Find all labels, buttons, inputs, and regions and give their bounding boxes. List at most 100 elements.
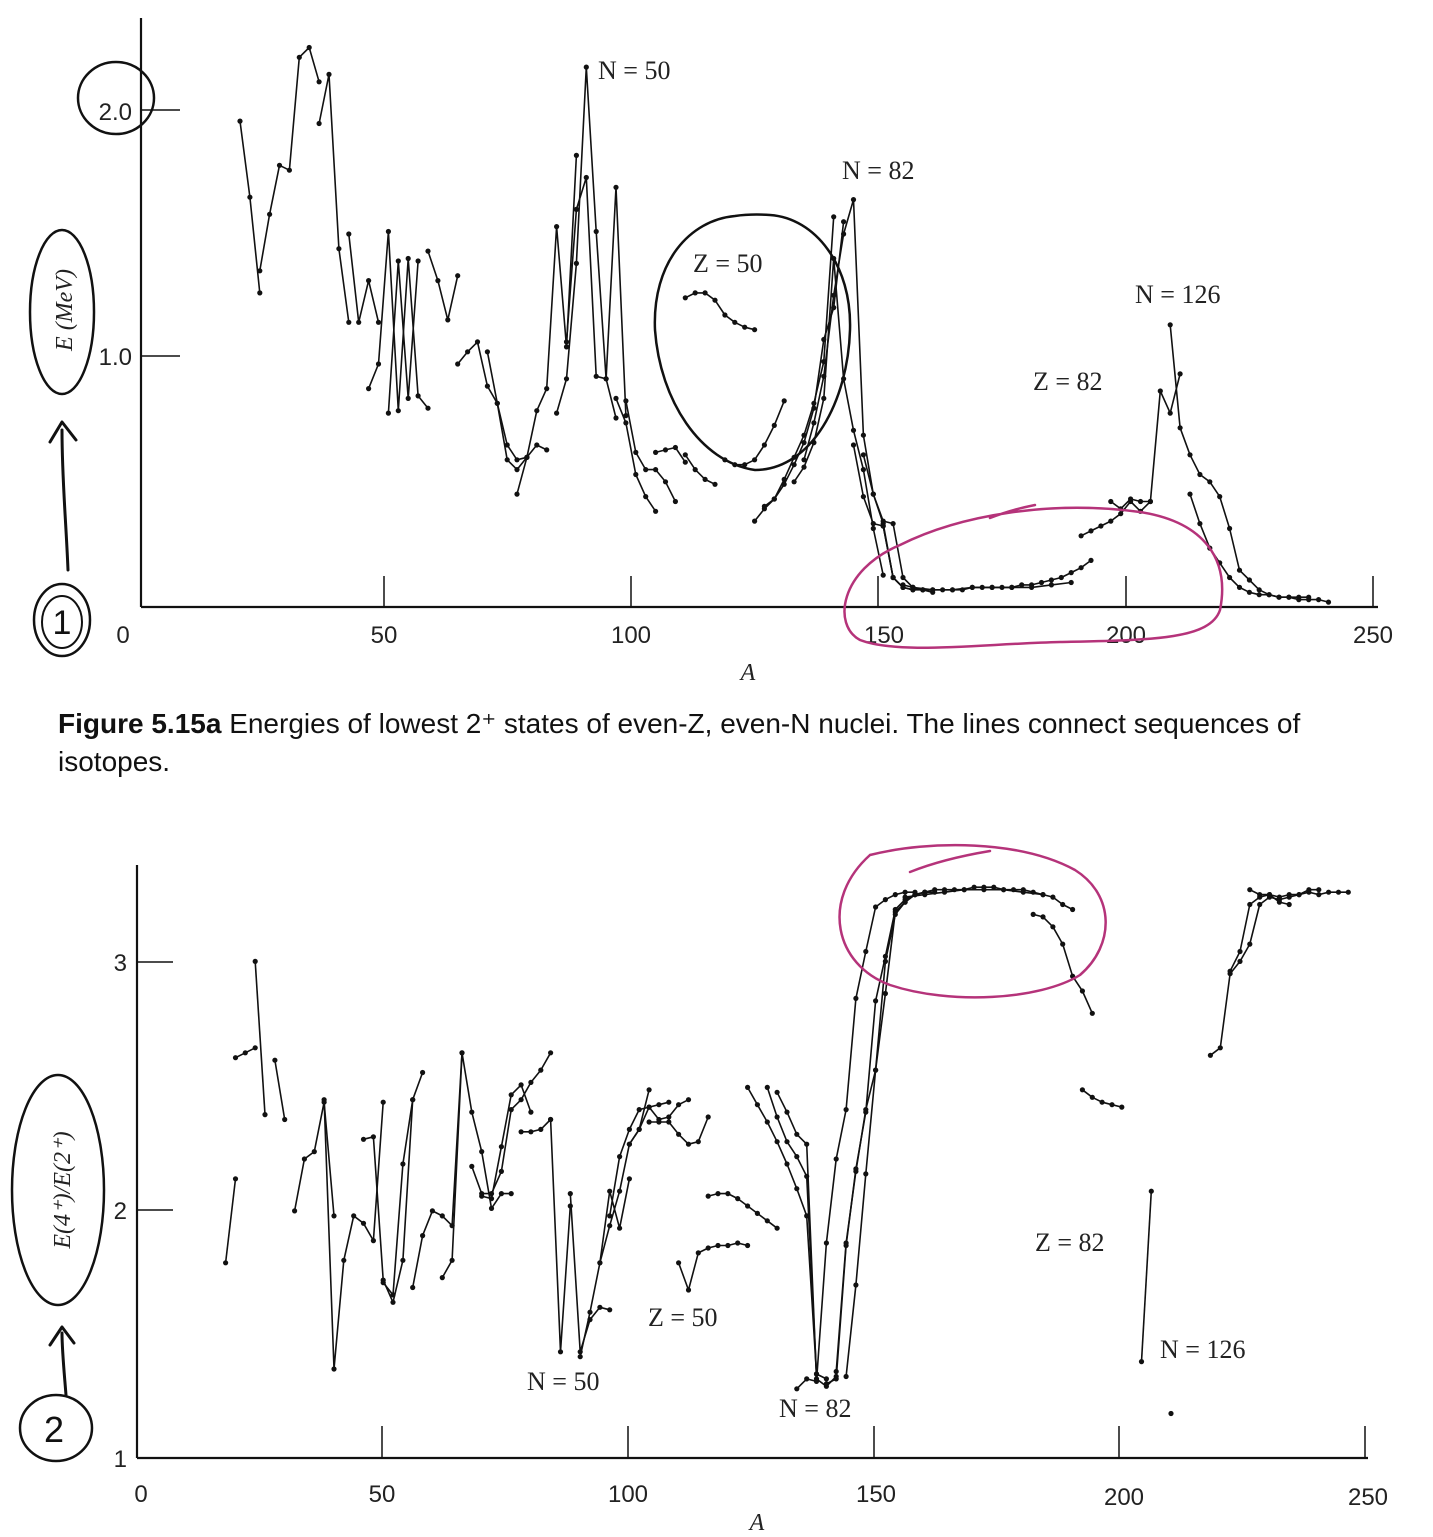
data-point-bottom-36-3 <box>1276 894 1282 900</box>
data-point-top-0-2 <box>257 290 263 296</box>
data-point-bottom-28-5 <box>892 909 898 915</box>
data-point-top-6-2 <box>445 317 451 323</box>
data-point-bottom-21-0 <box>705 1193 711 1199</box>
data-point-top-17-6 <box>781 398 787 404</box>
data-point-bottom-36-2 <box>1266 892 1273 898</box>
data-point-bottom-28-9 <box>932 887 938 893</box>
data-point-top-29-6 <box>1227 525 1233 532</box>
data-point-bottom-16-1 <box>607 1223 613 1229</box>
data-point-bottom-10-8 <box>548 1050 554 1056</box>
data-point-bottom-9-0 <box>439 1275 445 1281</box>
data-point-top-25-18 <box>1078 565 1084 571</box>
data-point-bottom-19-0 <box>646 1119 652 1125</box>
data-point-bottom-34-5 <box>1257 901 1263 908</box>
x-tick-label-bottom-200: 200 <box>1104 1484 1144 1511</box>
data-point-bottom-17-6 <box>666 1099 672 1105</box>
series-line-bottom-8 <box>411 1052 463 1288</box>
data-point-top-20-1 <box>801 464 807 470</box>
data-point-top-26-0 <box>910 584 916 591</box>
data-point-top-26-2 <box>949 587 956 593</box>
data-point-bottom-16-5 <box>646 1087 652 1093</box>
data-point-bottom-17-5 <box>656 1102 662 1108</box>
data-point-top-30-12 <box>1306 594 1312 600</box>
data-point-bottom-34-1 <box>1217 1045 1223 1051</box>
annotation-top-n82: N = 82 <box>842 156 914 185</box>
data-point-top-29-9 <box>1256 587 1262 593</box>
series-line-bottom-9 <box>441 1052 512 1278</box>
series-line-bottom-16 <box>599 1089 650 1264</box>
data-point-bottom-11-4 <box>518 1082 524 1088</box>
data-point-bottom-7-3 <box>410 1097 416 1103</box>
data-point-top-0-1 <box>247 194 253 200</box>
data-point-top-30-7 <box>1256 592 1262 598</box>
data-point-top-7-6 <box>514 467 520 473</box>
data-point-bottom-14-3 <box>597 1304 603 1310</box>
data-point-top-9-3 <box>544 386 550 392</box>
data-point-top-6-0 <box>425 248 431 254</box>
series-line-top-19 <box>763 221 845 508</box>
data-point-top-22-0 <box>850 442 857 448</box>
data-point-top-23-3 <box>890 521 896 527</box>
data-point-top-28-7 <box>1177 371 1183 377</box>
data-point-bottom-25-8 <box>873 904 879 910</box>
data-point-top-17-5 <box>771 422 777 428</box>
data-point-bottom-15-5 <box>626 1176 633 1182</box>
data-point-top-18-8 <box>831 214 837 220</box>
series-group-top <box>237 44 1332 605</box>
data-point-top-30-6 <box>1246 589 1252 595</box>
data-point-bottom-27-0 <box>833 1368 839 1375</box>
data-point-top-30-9 <box>1276 594 1282 600</box>
data-point-top-12-0 <box>613 395 619 401</box>
y-tick-label-bottom-1: 1 <box>114 1446 127 1473</box>
data-point-top-19-3 <box>791 462 797 468</box>
series-line-bottom-14 <box>569 1193 610 1353</box>
data-point-top-1-3 <box>286 167 292 173</box>
data-point-top-20-6 <box>850 427 857 433</box>
data-point-top-30-10 <box>1286 594 1292 600</box>
data-point-bottom-22-4 <box>784 1161 790 1167</box>
data-point-top-27-1 <box>1088 528 1094 534</box>
data-point-bottom-18-4 <box>666 1114 672 1120</box>
data-point-bottom-12-2 <box>538 1126 544 1132</box>
data-point-top-3-3 <box>375 319 382 325</box>
data-point-bottom-13-0 <box>548 1116 554 1123</box>
data-point-bottom-26-1 <box>833 1376 839 1382</box>
ink-mark-2: 2 <box>44 1409 64 1450</box>
data-point-bottom-19-6 <box>705 1114 711 1120</box>
data-point-bottom-30-6 <box>1089 1010 1095 1016</box>
data-point-top-0-0 <box>237 118 243 124</box>
data-point-top-16-4 <box>722 312 728 318</box>
ink-arrow-up-top <box>48 420 78 572</box>
data-point-top-8-3 <box>514 457 520 463</box>
data-point-top-17-4 <box>761 442 768 448</box>
data-point-top-30-1 <box>1197 521 1203 527</box>
series-line-bottom-30 <box>1033 913 1094 1014</box>
data-point-bottom-27-1 <box>843 1240 849 1246</box>
data-point-top-9-1 <box>524 454 530 460</box>
data-point-bottom-1-0 <box>232 1055 239 1061</box>
data-point-bottom-21-6 <box>764 1218 770 1224</box>
ink-circle-y-label-bottom <box>10 1073 106 1307</box>
series-line-bottom-20 <box>677 1242 748 1291</box>
data-point-bottom-36-5 <box>1296 892 1302 898</box>
data-point-bottom-22-3 <box>774 1139 780 1145</box>
series-line-bottom-28 <box>845 886 1073 1377</box>
ink-arrow-up-bottom <box>48 1325 76 1397</box>
data-point-top-4-3 <box>395 408 401 414</box>
data-point-bottom-8-3 <box>439 1213 445 1219</box>
data-point-top-10-6 <box>613 415 619 421</box>
data-point-top-10-3 <box>583 64 589 70</box>
data-point-top-7-2 <box>474 339 481 345</box>
data-point-bottom-36-1 <box>1257 892 1263 898</box>
data-point-bottom-3-1 <box>282 1116 288 1123</box>
data-point-top-28-3 <box>1137 498 1144 505</box>
data-point-bottom-18-0 <box>626 1141 633 1147</box>
data-point-top-8-2 <box>504 442 510 448</box>
data-point-bottom-5-0 <box>321 1097 327 1103</box>
data-point-top-26-4 <box>989 584 995 591</box>
data-point-top-21-5 <box>850 197 857 203</box>
data-point-top-3-0 <box>346 231 352 237</box>
data-point-bottom-22-1 <box>754 1102 761 1108</box>
pink-loop-top <box>843 503 1224 650</box>
series-line-top-5 <box>387 260 419 414</box>
